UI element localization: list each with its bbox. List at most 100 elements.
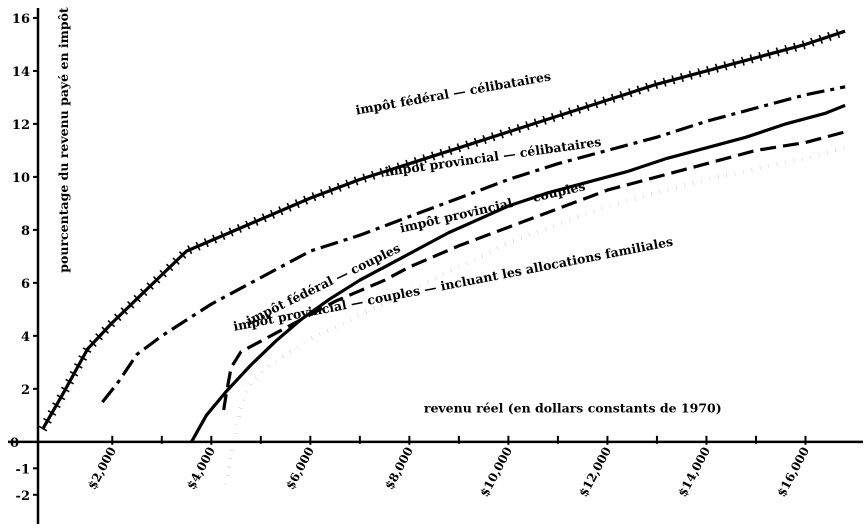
hatch-mark: [784, 45, 789, 55]
hatch-mark: [456, 143, 461, 153]
hatch-mark: [740, 56, 745, 66]
hatch-mark: [203, 238, 209, 248]
hatch-mark: [336, 182, 342, 192]
series-dash-dot: [101, 85, 846, 404]
hatch-mark: [585, 101, 590, 112]
hatch-mark: [499, 129, 504, 139]
hatch-mark: [405, 159, 410, 169]
hatch-mark: [362, 173, 367, 183]
hatch-mark: [533, 118, 539, 128]
hatch-mark: [550, 112, 556, 123]
hatch-mark: [697, 68, 702, 78]
hatch-mark: [78, 355, 87, 361]
hatch-mark: [465, 140, 470, 150]
x-tick-label: $6,000: [283, 445, 317, 492]
series-annotation: impôt fédéral — célibataires: [354, 68, 552, 117]
hatch-mark: [662, 77, 667, 87]
y-tick-label: 16: [12, 12, 30, 27]
x-axis-label: revenu réel (en dollars constants de 197…: [424, 401, 722, 416]
x-tick-label: $12,000: [576, 445, 614, 500]
hatch-mark: [43, 417, 52, 424]
hatch-mark: [311, 192, 317, 202]
hatch-mark: [56, 394, 66, 401]
hatch-mark: [645, 82, 650, 92]
hatch-mark: [542, 115, 547, 125]
hatch-mark: [714, 63, 719, 73]
hatch-mark: [101, 326, 110, 334]
hatch-mark: [688, 70, 693, 80]
hatch-mark: [827, 31, 832, 41]
hatch-mark: [775, 47, 780, 57]
hatch-mark: [732, 58, 737, 69]
hatch-mark: [89, 339, 97, 348]
series-layer: [38, 29, 846, 485]
hatch-mark: [320, 189, 325, 199]
hatch-mark: [801, 40, 806, 50]
hatch-mark: [220, 231, 226, 240]
series-line: [222, 130, 846, 411]
hatch-mark: [379, 167, 384, 178]
hatch-mark: [60, 386, 70, 393]
hatch-mark: [133, 294, 141, 303]
hatch-mark: [610, 93, 616, 103]
hatch-mark: [107, 319, 116, 328]
hatch-mark: [818, 34, 824, 44]
y-tick-label: 12: [12, 118, 30, 133]
hatch-mark: [793, 42, 797, 52]
hatch-mark: [165, 263, 174, 272]
hatch-mark: [413, 156, 419, 167]
series-annotation: impôt provincial — célibataires: [384, 134, 602, 179]
hatch-mark: [139, 288, 148, 297]
hatch-mark: [619, 90, 624, 101]
hatch-mark: [422, 154, 427, 164]
x-tick-label: $2,000: [85, 445, 119, 492]
hatch-mark: [835, 29, 841, 39]
hatch-mark: [172, 257, 180, 265]
y-tick-label: 14: [12, 65, 30, 80]
hatch-mark: [628, 88, 633, 98]
y-tick-label: 0: [10, 436, 19, 451]
hatch-mark: [345, 179, 350, 189]
hatch-mark: [388, 165, 393, 175]
hatch-mark: [490, 132, 496, 142]
series-solid: [190, 103, 846, 443]
hatch-mark: [653, 79, 659, 90]
hatch-mark: [269, 209, 276, 219]
y-tick-label: 6: [21, 277, 30, 292]
y-ticks: -2 -1 2 4 6 8 10 12 14 16 0: [10, 12, 38, 504]
x-tick-label: $14,000: [675, 445, 713, 500]
y-tick-label: 2: [21, 383, 30, 398]
hatch-mark: [328, 185, 334, 195]
y-tick-label: 10: [12, 171, 30, 186]
x-tick-label: $8,000: [382, 445, 416, 492]
hatch-mark: [749, 54, 754, 64]
hatch-mark: [371, 170, 376, 180]
y-tick-label: 8: [21, 224, 30, 239]
hatch-mark: [65, 378, 74, 385]
x-tick-label: $10,000: [477, 445, 515, 500]
axes: [8, 8, 863, 524]
x-tick-label: $16,000: [774, 445, 812, 500]
hatch-mark: [303, 195, 309, 205]
hatch-mark: [602, 96, 607, 106]
series-annotation: impôt provincial — couples — incluant le…: [232, 234, 674, 334]
hatch-mark: [253, 216, 259, 226]
hatch-mark: [38, 425, 48, 432]
hatch-mark: [195, 241, 201, 251]
hatch-mark: [146, 282, 154, 290]
hatch-mark: [508, 126, 513, 136]
hatch-mark: [120, 307, 128, 315]
hatch-mark: [396, 162, 402, 172]
hatch-mark: [680, 72, 684, 83]
hatch-mark: [593, 99, 599, 109]
hatch-mark: [228, 227, 234, 237]
hatch-mark: [576, 104, 581, 114]
hatch-mark: [448, 145, 453, 156]
hatch-mark: [261, 213, 267, 223]
hatch-mark: [636, 85, 641, 95]
hatch-mark: [559, 110, 564, 120]
hatch-mark: [127, 301, 135, 309]
hatch-mark: [671, 75, 676, 85]
hatch-mark: [431, 151, 436, 161]
